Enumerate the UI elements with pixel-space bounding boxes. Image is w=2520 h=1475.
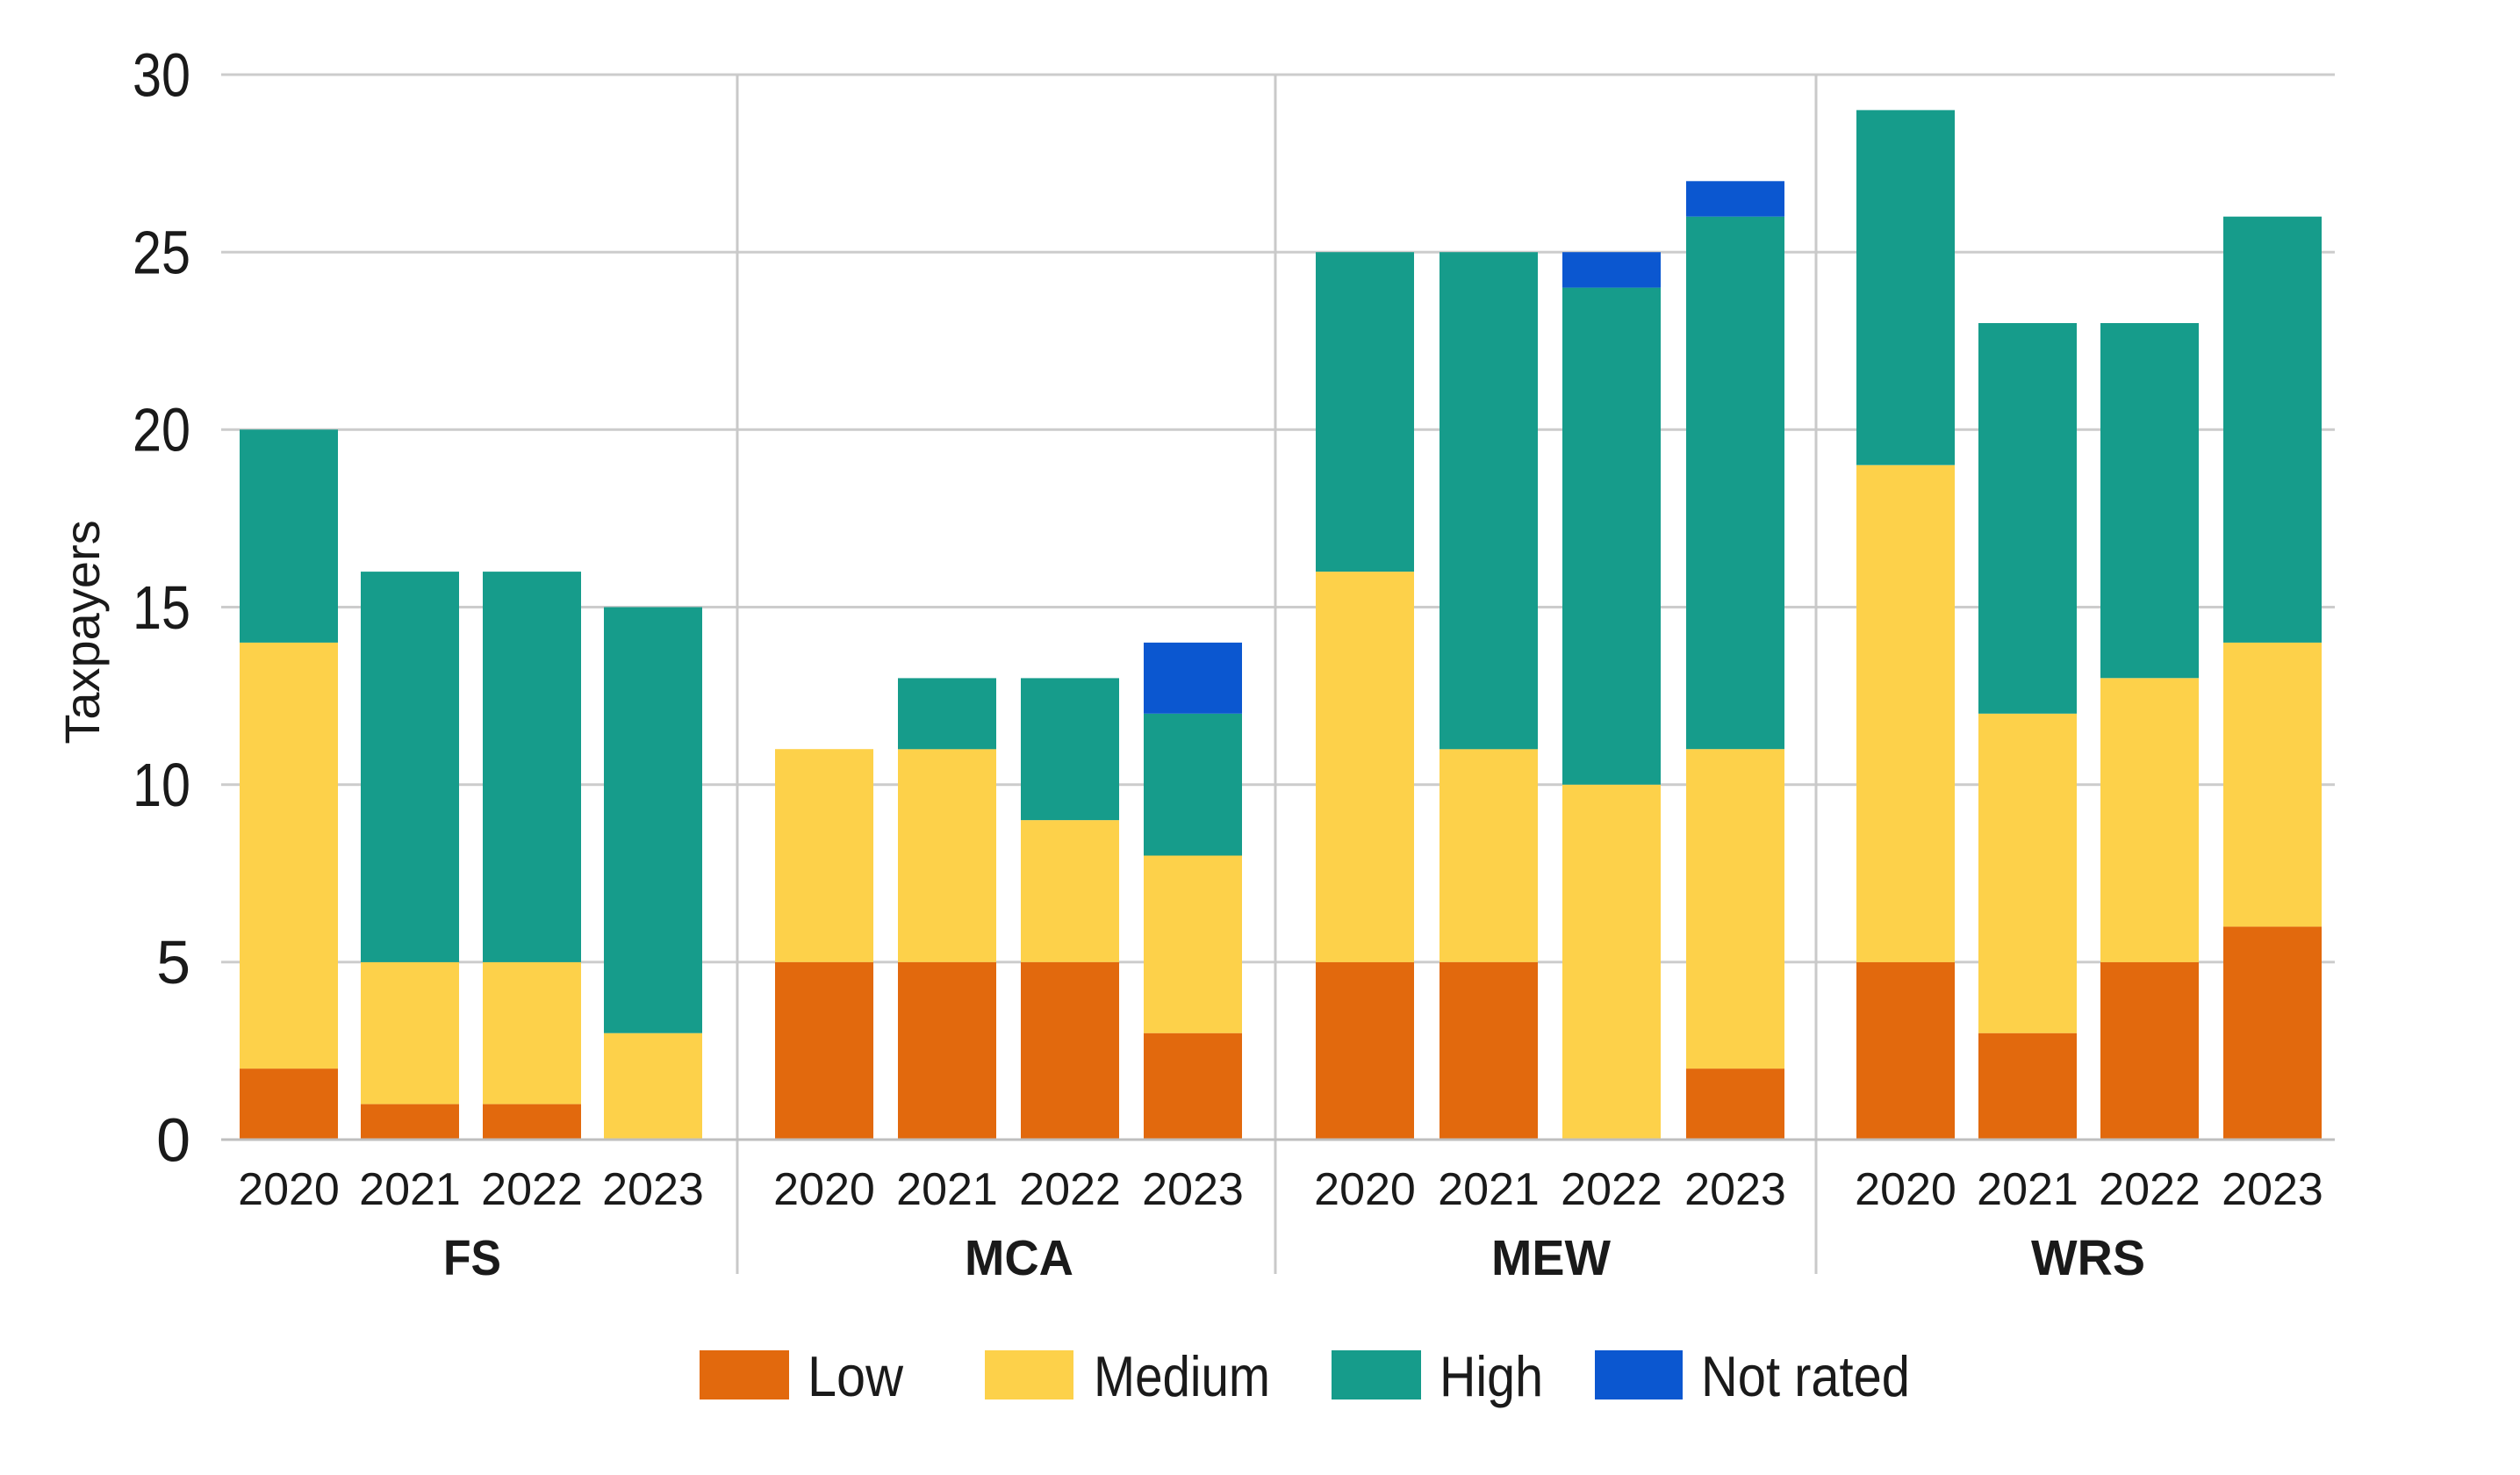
svg-text:2022: 2022 <box>1019 1164 1121 1215</box>
svg-text:2020: 2020 <box>1314 1164 1416 1215</box>
svg-text:2020: 2020 <box>773 1164 875 1215</box>
svg-text:2021: 2021 <box>1977 1164 2078 1215</box>
svg-text:2023: 2023 <box>602 1164 704 1215</box>
svg-text:2023: 2023 <box>2222 1164 2323 1215</box>
svg-text:MEW: MEW <box>1491 1230 1611 1286</box>
svg-text:MCA: MCA <box>965 1230 1073 1286</box>
svg-text:2021: 2021 <box>896 1164 998 1215</box>
svg-text:2022: 2022 <box>2099 1164 2201 1215</box>
svg-text:30: 30 <box>133 40 190 109</box>
svg-text:10: 10 <box>133 751 190 819</box>
svg-text:High: High <box>1439 1344 1543 1408</box>
svg-text:2021: 2021 <box>359 1164 461 1215</box>
svg-text:Taxpayers: Taxpayers <box>54 520 110 744</box>
svg-text:Not rated: Not rated <box>1701 1344 1910 1408</box>
svg-text:0: 0 <box>156 1105 190 1174</box>
svg-text:2021: 2021 <box>1438 1164 1540 1215</box>
svg-text:25: 25 <box>133 219 190 287</box>
svg-text:Low: Low <box>808 1344 904 1408</box>
svg-text:15: 15 <box>133 573 190 642</box>
svg-text:2023: 2023 <box>1142 1164 1244 1215</box>
svg-text:5: 5 <box>156 928 190 997</box>
svg-text:2023: 2023 <box>1684 1164 1786 1215</box>
svg-text:FS: FS <box>443 1230 501 1286</box>
svg-text:WRS: WRS <box>2031 1230 2145 1286</box>
svg-text:2022: 2022 <box>1561 1164 1662 1215</box>
svg-text:Medium: Medium <box>1094 1344 1270 1408</box>
svg-text:2020: 2020 <box>238 1164 340 1215</box>
svg-text:20: 20 <box>133 396 190 464</box>
svg-text:2022: 2022 <box>481 1164 583 1215</box>
svg-text:2020: 2020 <box>1855 1164 1956 1215</box>
